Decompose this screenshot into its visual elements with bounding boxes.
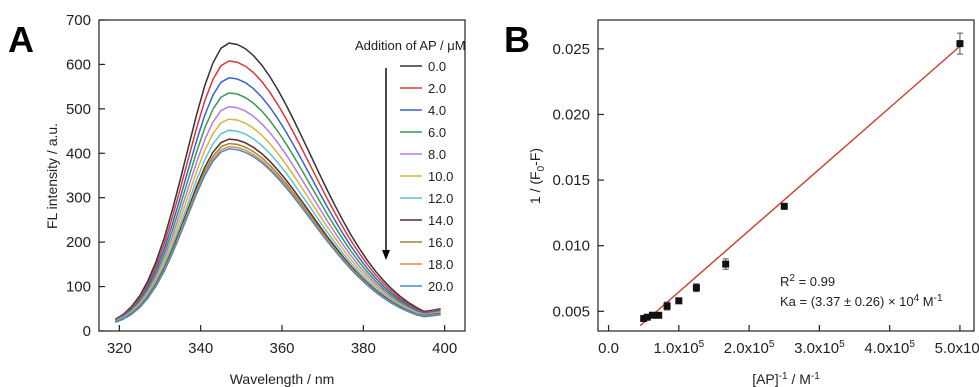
spectrum-series-20.0 [115, 148, 441, 323]
spectrum-series-4.0 [114, 77, 441, 321]
r2-sup: 2 [789, 273, 795, 284]
y-tick-label: 0.025 [552, 41, 590, 58]
panel-b-y-ticks: 0.005 0.010 0.015 0.020 0.025 [552, 41, 604, 320]
panel-b-label: B [504, 19, 530, 60]
y-tick-label: 500 [66, 101, 91, 118]
x-label-sup-2: -1 [811, 371, 820, 382]
legend-item-label: 2.0 [428, 81, 446, 96]
ka-unit: M [919, 294, 933, 309]
panel-a-x-axis-label: Wavelength / nm [230, 371, 335, 387]
data-point [663, 302, 671, 310]
legend-item-label: 4.0 [428, 103, 446, 118]
data-point [722, 260, 730, 268]
data-point [643, 313, 651, 321]
x-tick-label: 380 [351, 340, 376, 357]
x-tick-label: 360 [269, 340, 294, 357]
y-tick-label: 600 [66, 56, 91, 73]
panel-a-x-ticks: 320 340 360 380 400 [107, 325, 457, 357]
x-tick-label: 400 [432, 340, 457, 357]
legend-item-label: 16.0 [428, 235, 453, 250]
y-tick-label: 700 [66, 12, 91, 29]
data-point [780, 202, 788, 210]
legend-item-label: 18.0 [428, 257, 453, 272]
data-point [956, 40, 964, 48]
ka-sup-exp: 4 [914, 293, 920, 304]
panel-a-label: A [8, 19, 34, 60]
r2-base: R [780, 274, 789, 289]
panel-a: A 0 100 200 300 400 500 600 700 320 340 360 380 400… [8, 12, 466, 387]
x-label-sup-1: -1 [779, 371, 788, 382]
y-label-base: 1 / (F [527, 171, 543, 204]
legend-item-label: 14.0 [428, 213, 453, 228]
y-tick-label: 100 [66, 279, 91, 296]
x-tick-label: 3.0x105 [794, 339, 845, 357]
y-label-sub: 0 [536, 165, 547, 171]
legend-item-label: 10.0 [428, 169, 453, 184]
x-tick-label: 0.0 [598, 340, 619, 357]
y-tick-label: 0.010 [552, 238, 590, 255]
x-tick-label: 1.0x105 [654, 339, 705, 357]
panel-b-fit-line [639, 45, 961, 327]
x-tick-label: 2.0x105 [724, 339, 775, 357]
legend-item-label: 6.0 [428, 125, 446, 140]
legend-item-label: 20.0 [428, 279, 453, 294]
panel-b-points [640, 32, 964, 323]
panel-b-x-ticks: 0.0 1.0x105 2.0x105 3.0x105 4.0x105 5.0x105 [598, 325, 979, 357]
panel-b-y-axis-label: 1 / (F0-F) [527, 148, 547, 204]
x-tick-label: 340 [188, 340, 213, 357]
x-tick-label: 4.0x105 [864, 339, 915, 357]
decrease-arrow-head-icon [382, 250, 390, 260]
y-tick-label: 300 [66, 190, 91, 207]
panel-b-plot-frame [597, 19, 975, 332]
legend-item-label: 8.0 [428, 147, 446, 162]
panel-a-curves [114, 42, 441, 323]
spectrum-series-0.0 [114, 42, 441, 320]
ka-annotation: Ka = (3.37 ± 0.26) × 104 M-1 [780, 293, 943, 309]
ka-base: Ka = (3.37 ± 0.26) × 10 [780, 294, 914, 309]
y-tick-label: 0.015 [552, 172, 590, 189]
x-label-base: [AP] [752, 371, 778, 387]
legend-item-label: 12.0 [428, 191, 453, 206]
panel-a-y-axis-label: FL intensity / a.u. [44, 123, 60, 229]
legend-items: 0.0 2.0 4.0 6.0 8.0 10.0 12.0 14.0 16.0 18.0 20.0 [400, 59, 453, 294]
spectrum-series-6.0 [114, 92, 441, 322]
panel-b: B 0.005 0.010 0.015 0.020 0.025 0.0 1.0x105 2.… [504, 19, 979, 387]
spectrum-series-12.0 [114, 129, 441, 323]
panel-a-legend: Addition of AP / μM 0.0 2.0 4.0 6.0 8.0 10.0 1… [355, 38, 466, 294]
y-tick-label: 0.005 [552, 303, 590, 320]
y-tick-label: 200 [66, 234, 91, 251]
data-point [655, 311, 663, 319]
data-point [675, 297, 683, 305]
spectrum-series-8.0 [114, 105, 441, 322]
x-tick-label: 5.0x105 [935, 339, 979, 357]
data-point [640, 315, 648, 323]
spectrum-series-14.0 [115, 138, 441, 323]
r-squared-annotation: R2 = 0.99 [780, 273, 835, 289]
x-label-mid: / M [788, 371, 811, 387]
spectrum-series-10.0 [114, 118, 441, 323]
data-point [692, 284, 700, 292]
x-tick-label: 320 [107, 340, 132, 357]
y-label-end: -F) [527, 148, 543, 166]
linear-fit-line [639, 45, 961, 327]
panel-a-y-ticks: 0 100 200 300 400 500 600 700 [66, 12, 105, 340]
spectrum-series-2.0 [114, 60, 441, 321]
panel-b-x-axis-label: [AP]-1 / M-1 [752, 371, 820, 387]
ka-unit-sup: -1 [934, 293, 943, 304]
r2-value: = 0.99 [795, 274, 835, 289]
legend-title: Addition of AP / μM [355, 38, 466, 53]
y-tick-label: 0 [83, 323, 91, 340]
y-tick-label: 400 [66, 145, 91, 162]
y-tick-label: 0.020 [552, 106, 590, 123]
legend-item-label: 0.0 [428, 59, 446, 74]
data-point [648, 311, 656, 319]
